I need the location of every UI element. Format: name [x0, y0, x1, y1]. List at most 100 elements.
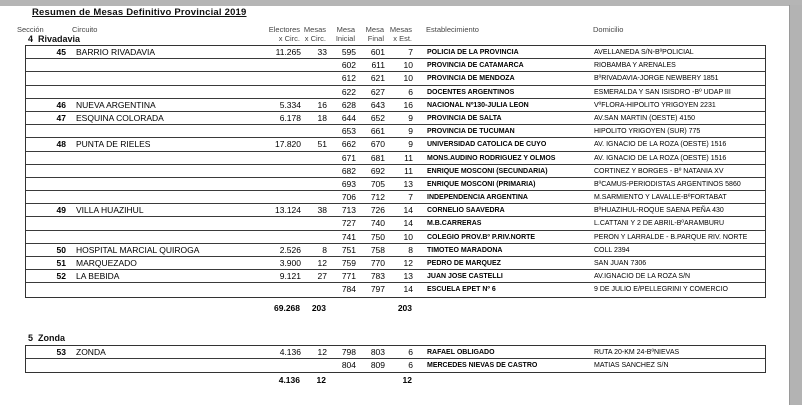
- column-header-mesa-final-line1: Mesa: [365, 25, 384, 34]
- electores-cell: 9.121: [279, 271, 301, 282]
- mesas-est-cell: 10: [403, 60, 413, 71]
- table-row: 671 681 11 MONS.AUDINO RODRIGUEZ Y OLMOS AV.…: [26, 152, 765, 165]
- column-header-mesas: Mesas x Circ.: [286, 25, 326, 43]
- domicilio-cell: COLL 2394: [594, 246, 630, 254]
- mesa-final-cell: 611: [371, 60, 385, 71]
- mesa-inicial-cell: 628: [341, 99, 356, 110]
- mesa-inicial-cell: 682: [341, 165, 356, 176]
- mesa-inicial-cell: 653: [341, 126, 356, 137]
- establecimiento-cell: CORNELIO SAAVEDRA: [427, 207, 505, 215]
- mesas-est-cell: 14: [403, 205, 413, 216]
- mesas-circ-cell: 27: [317, 271, 327, 282]
- table-row: 48 PUNTA DE RIELES 17.820 51 662 670 9 UNIVERSI…: [26, 138, 765, 152]
- section-number: 5: [27, 333, 33, 343]
- section-name: Zonda: [38, 333, 65, 343]
- mesa-final-cell: 783: [370, 271, 385, 282]
- total-mesas: 12: [316, 375, 326, 385]
- circuito-cell: ZONDA: [76, 347, 106, 357]
- mesa-inicial-cell: 798: [341, 347, 356, 357]
- circuito-cell: HOSPITAL MARCIAL QUIROGA: [76, 244, 200, 255]
- table-row: 612 621 10 PROVINCIA DE MENDOZA BºRIVADAVIA-…: [26, 72, 765, 86]
- establecimiento-cell: M.B.CARRERAS: [427, 220, 482, 228]
- electores-cell: 5.334: [279, 99, 301, 110]
- column-header-mesa-inicial: Mesa Inicial: [315, 25, 355, 43]
- electores-cell: 6.178: [279, 112, 301, 123]
- mesas-est-cell: 14: [403, 284, 413, 295]
- mesa-final-cell: 627: [370, 86, 385, 97]
- table-row: 622 627 6 DOCENTES ARGENTINOS ESMERALDA Y SA…: [26, 86, 765, 99]
- page-edge-right: [789, 5, 802, 405]
- mesa-final-cell: 809: [370, 360, 385, 371]
- circuito-cell: VILLA HUAZIHUL: [76, 205, 144, 216]
- domicilio-cell: RUTA 20-KM 24-BºNIEVAS: [594, 349, 680, 356]
- total-mesas-est: 203: [397, 303, 412, 313]
- mesa-inicial-cell: 693: [341, 178, 356, 189]
- seccion-cell: 46: [56, 99, 66, 110]
- establecimiento-cell: NACIONAL Nº130-JULIA LEON: [427, 101, 529, 109]
- establecimiento-cell: PROVINCIA DE MENDOZA: [427, 75, 515, 83]
- mesa-final-cell: 726: [370, 205, 385, 216]
- column-header-establecimiento: Establecimiento: [426, 25, 479, 34]
- domicilio-cell: AVELLANEDA S/N-BºPOLICIAL: [594, 49, 694, 56]
- seccion-cell: 53: [56, 347, 66, 357]
- column-header-electores: Electores x Circ.: [240, 25, 300, 43]
- mesas-est-cell: 6: [408, 360, 413, 371]
- section-totals-row: 69.268 203 203: [0, 302, 802, 315]
- seccion-cell: 49: [56, 205, 66, 216]
- table-row: 602 611 10 PROVINCIA DE CATAMARCA RIOBAMBA Y…: [26, 59, 765, 73]
- establecimiento-cell: RAFAEL OBLIGADO: [427, 349, 495, 356]
- section-number: 4: [27, 34, 33, 44]
- electores-cell: 2.526: [279, 244, 301, 255]
- mesas-circ-cell: 8: [322, 244, 327, 255]
- section-totals-row: 4.136 12 12: [0, 374, 802, 387]
- table-row: 51 MARQUEZADO 3.900 12 759 770 12 PEDRO DE MARQ…: [26, 257, 765, 271]
- total-mesas: 203: [311, 303, 326, 313]
- establecimiento-cell: POLICIA DE LA PROVINCIA: [427, 49, 519, 56]
- domicilio-cell: AV.IGNACIO DE LA ROZA S/N: [594, 273, 691, 281]
- table-row: 727 740 14 M.B.CARRERAS L.CATTANI Y 2 DE ABR…: [26, 217, 765, 231]
- column-header-mesa-inicial-line2: Inicial: [335, 34, 355, 43]
- establecimiento-cell: INDEPENDENCIA ARGENTINA: [427, 194, 528, 202]
- mesa-inicial-cell: 771: [341, 271, 356, 282]
- domicilio-cell: M.SARMIENTO Y LAVALLE-BºFORTABAT: [594, 194, 727, 202]
- domicilio-cell: AV.SAN MARTIN (OESTE) 4150: [594, 114, 696, 122]
- mesa-inicial-cell: 612: [341, 73, 356, 84]
- mesa-final-cell: 705: [370, 178, 385, 189]
- mesas-circ-cell: 12: [317, 347, 327, 357]
- establecimiento-cell: ENRIQUE MOSCONI (PRIMARIA): [427, 180, 536, 188]
- table-row: 653 661 9 PROVINCIA DE TUCUMAN HIPOLITO YRIG…: [26, 125, 765, 139]
- table-row: 52 LA BEBIDA 9.121 27 771 783 13 JUAN JOSE CAST…: [26, 270, 765, 284]
- mesas-est-cell: 16: [403, 99, 413, 110]
- total-electores: 69.268: [274, 303, 300, 313]
- establecimiento-cell: PROVINCIA DE SALTA: [427, 114, 502, 122]
- mesa-final-cell: 758: [370, 244, 385, 255]
- domicilio-cell: RIOBAMBA Y ARENALES: [594, 62, 676, 70]
- establecimiento-cell: COLEGIO PROV.Bº P.RIV.NORTE: [427, 233, 536, 241]
- mesa-inicial-cell: 602: [341, 60, 356, 71]
- mesa-inicial-cell: 595: [341, 47, 356, 57]
- mesa-final-cell: 670: [370, 139, 385, 150]
- electores-cell: 4.136: [279, 347, 301, 357]
- mesa-final-cell: 797: [370, 284, 385, 295]
- table-row: 49 VILLA HUAZIHUL 13.124 38 713 726 14 CORNELIO…: [26, 204, 765, 218]
- establecimiento-cell: PROVINCIA DE TUCUMAN: [427, 128, 515, 136]
- circuito-cell: BARRIO RIVADAVIA: [76, 47, 156, 57]
- column-header-mesas-est-line1: Mesas: [389, 25, 412, 34]
- establecimiento-cell: PROVINCIA DE CATAMARCA: [427, 62, 524, 70]
- mesas-est-cell: 6: [408, 86, 413, 97]
- mesas-est-cell: 8: [408, 244, 413, 255]
- column-header-mesas-line1: Mesas: [303, 25, 326, 34]
- mesas-est-cell: 13: [403, 178, 413, 189]
- circuito-cell: PUNTA DE RIELES: [76, 139, 151, 150]
- seccion-cell: 50: [56, 244, 66, 255]
- mesas-est-cell: 7: [408, 192, 413, 203]
- domicilio-cell: L.CATTANI Y 2 DE ABRIL-BºARAMBURU: [594, 220, 725, 228]
- mesas-est-cell: 6: [408, 347, 413, 357]
- electores-cell: 17.820: [275, 139, 301, 150]
- table-row: 706 712 7 INDEPENDENCIA ARGENTINA M.SARMIENT…: [26, 191, 765, 205]
- establecimiento-cell: MONS.AUDINO RODRIGUEZ Y OLMOS: [427, 154, 556, 162]
- mesas-est-cell: 9: [408, 126, 413, 137]
- mesa-final-cell: 601: [370, 47, 385, 57]
- domicilio-cell: VºFLORA-HIPOLITO YRIGOYEN 2231: [594, 101, 716, 109]
